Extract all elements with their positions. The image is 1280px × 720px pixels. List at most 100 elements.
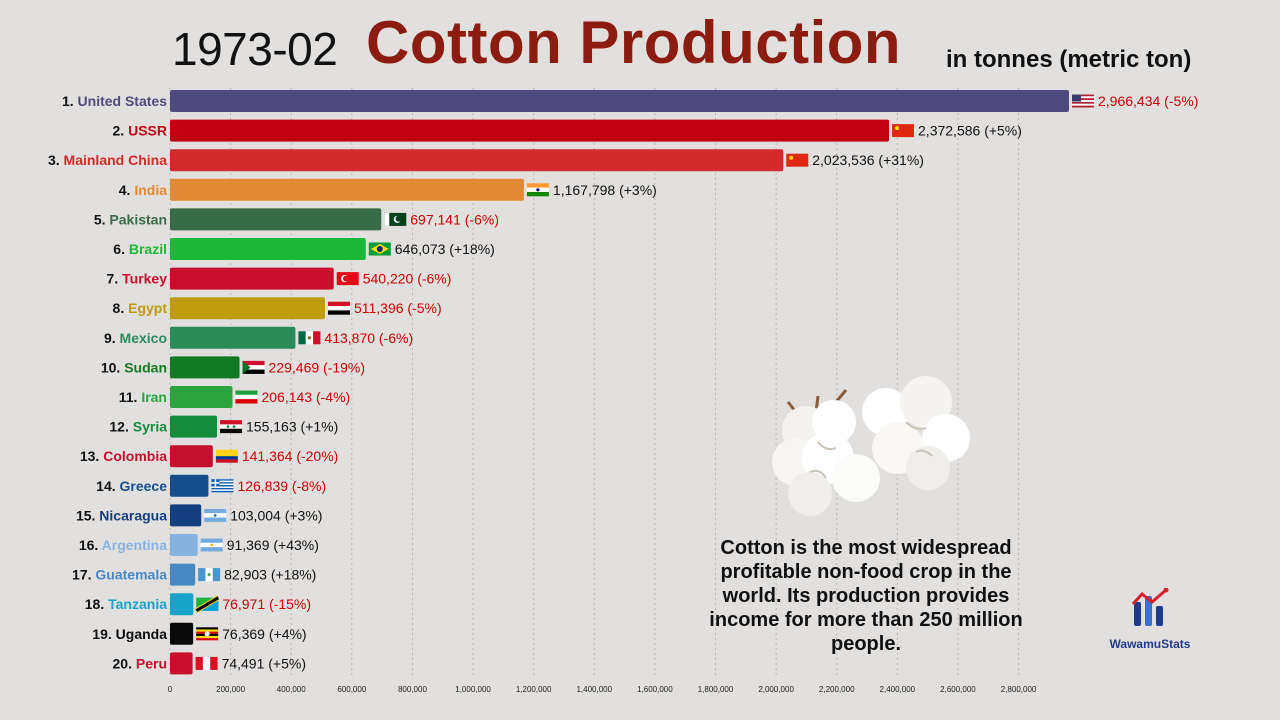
category-label: 1. United States [62, 93, 167, 109]
x-tick-label: 2,200,000 [819, 685, 855, 694]
rank-label: 5. [94, 211, 110, 227]
rank-label: 11. [119, 389, 142, 405]
value-label: 646,073 (+18%) [395, 241, 495, 257]
category-label: 20. Peru [113, 655, 167, 671]
category-label: 14. Greece [96, 478, 167, 494]
uganda-flag-icon [196, 627, 219, 641]
country-name: Mainland China [64, 152, 168, 168]
rank-label: 15. [76, 507, 99, 523]
value-label: 74,491 (+5%) [222, 655, 306, 671]
rank-label: 9. [104, 330, 120, 346]
ussr-flag-icon [892, 124, 915, 138]
rank-label: 12. [109, 419, 132, 435]
bar-row: 15. Nicaragua 103,004 (+3%) [76, 504, 322, 527]
argentina-flag-icon [200, 538, 223, 552]
rank-label: 13. [80, 448, 103, 464]
colombia-flag-icon [215, 449, 238, 463]
sudan-flag-icon [242, 360, 265, 374]
guatemala-flag-icon [198, 568, 221, 582]
bar-row: 17. Guatemala 82,903 (+18%) [72, 563, 316, 586]
wawamustats-logo-icon [1131, 587, 1169, 626]
rank-label: 20. [113, 655, 136, 671]
turkey-flag-icon [336, 272, 359, 286]
rank-label: 19. [92, 626, 115, 642]
bar [170, 119, 890, 142]
bar-row: 2. USSR 2,372,586 (+5%) [113, 119, 1022, 142]
rank-label: 14. [96, 478, 119, 494]
bar-row: 20. Peru 74,491 (+5%) [113, 652, 306, 675]
country-name: Turkey [122, 271, 167, 287]
category-label: 2. USSR [113, 123, 167, 139]
rank-label: 6. [113, 241, 129, 257]
category-label: 9. Mexico [104, 330, 167, 346]
value-label: 1,167,798 (+3%) [553, 182, 657, 198]
india-flag-icon [526, 183, 549, 197]
category-label: 15. Nicaragua [76, 507, 167, 523]
bar-row: 7. Turkey 540,220 (-6%) [107, 267, 451, 290]
nicaragua-flag-icon [204, 508, 227, 522]
rank-label: 7. [107, 271, 123, 287]
bar [170, 563, 196, 586]
x-tick-label: 600,000 [337, 685, 366, 694]
category-label: 5. Pakistan [94, 211, 167, 227]
category-label: 13. Colombia [80, 448, 167, 464]
bar [170, 178, 524, 201]
country-name: Nicaragua [99, 507, 167, 523]
country-name: USSR [128, 123, 167, 139]
iran-flag-icon [235, 390, 258, 404]
brand: WawamuStats [1102, 587, 1198, 651]
category-label: 12. Syria [109, 419, 167, 435]
country-name: Mexico [120, 330, 167, 346]
value-label: 229,469 (-19%) [269, 359, 366, 375]
category-label: 19. Uganda [92, 626, 167, 642]
value-label: 2,372,586 (+5%) [918, 123, 1022, 139]
rank-label: 3. [48, 152, 64, 168]
tanzania-flag-icon [195, 595, 220, 613]
bar [170, 622, 194, 645]
bar [170, 504, 202, 527]
bar [170, 474, 209, 497]
rank-label: 1. [62, 93, 78, 109]
category-label: 17. Guatemala [72, 567, 167, 583]
bar-row: 13. Colombia 141,364 (-20%) [80, 445, 338, 468]
syria-flag-icon [220, 420, 243, 434]
bar-row: 4. India 1,167,798 (+3%) [119, 178, 657, 201]
value-label: 697,141 (-6%) [410, 211, 499, 227]
bar-row: 18. Tanzania 76,971 (-15%) [85, 593, 311, 616]
bar [170, 445, 213, 468]
country-name: Uganda [116, 626, 168, 642]
x-tick-label: 1,600,000 [637, 685, 673, 694]
bars-group: 1. United States 2,966,434 (-5%) 2. USSR 2,… [48, 90, 1198, 675]
bar [170, 593, 194, 616]
bar-row: 6. Brazil 646,073 (+18%) [113, 238, 495, 260]
bar [170, 238, 366, 260]
x-tick-label: 2,400,000 [880, 685, 916, 694]
value-label: 76,369 (+4%) [222, 626, 306, 642]
rank-label: 17. [72, 567, 95, 583]
country-name: Sudan [124, 359, 167, 375]
bar [170, 90, 1069, 112]
bar [170, 326, 296, 349]
category-label: 10. Sudan [101, 359, 167, 375]
bar [170, 415, 218, 438]
x-tick-label: 400,000 [277, 685, 306, 694]
value-label: 2,966,434 (-5%) [1098, 93, 1198, 109]
bar-row: 19. Uganda 76,369 (+4%) [92, 622, 307, 645]
country-name: Colombia [103, 448, 167, 464]
x-tick-label: 2,000,000 [758, 685, 794, 694]
x-tick-label: 1,200,000 [516, 685, 552, 694]
cotton-boll-icon [862, 376, 970, 490]
country-name: Iran [141, 389, 167, 405]
bar-row: 16. Argentina 91,369 (+43%) [79, 534, 319, 556]
country-name: Syria [133, 419, 167, 435]
bar-row: 12. Syria 155,163 (+1%) [109, 415, 338, 438]
category-label: 8. Egypt [113, 300, 168, 316]
china-flag-icon [786, 153, 809, 167]
egypt-flag-icon [327, 301, 350, 315]
bar [170, 356, 240, 379]
bar [170, 149, 784, 172]
rank-label: 8. [113, 300, 129, 316]
rank-label: 18. [85, 596, 108, 612]
x-tick-label: 1,800,000 [698, 685, 734, 694]
